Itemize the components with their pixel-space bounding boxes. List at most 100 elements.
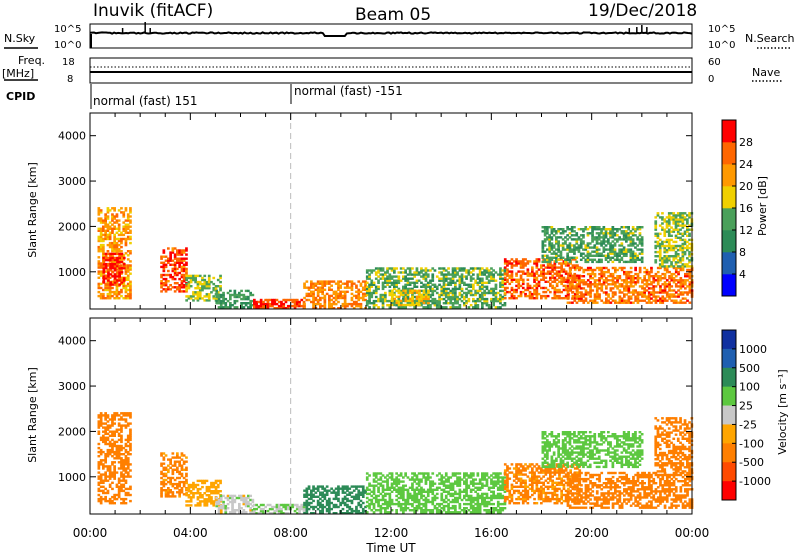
power-cell-11 (577, 295, 581, 298)
power-cell-12 (674, 250, 678, 254)
power-cell-3 (216, 278, 220, 282)
vel-cell-1 (162, 482, 166, 486)
power-cell-10 (607, 228, 610, 231)
vel-cell-4 (300, 503, 304, 507)
power-cell-9 (506, 264, 509, 267)
vel-cell-6 (372, 492, 376, 496)
power-cell-9 (546, 264, 550, 267)
power-cell-6 (339, 286, 342, 289)
power-cell-11 (641, 293, 644, 296)
power-cell-7 (499, 293, 502, 297)
power-cell-7 (397, 287, 401, 291)
power-cell-11 (641, 295, 644, 298)
power-cell-0 (111, 290, 114, 294)
power-cell-11 (605, 279, 608, 282)
power-cell-11 (611, 279, 615, 282)
power-cell-7 (447, 291, 450, 295)
power-cell-2 (176, 286, 179, 289)
power-cell-9 (508, 290, 512, 294)
power-cell-0 (124, 286, 128, 290)
power-cell-0 (113, 297, 116, 300)
vel-cell-0 (120, 489, 123, 493)
power-cell-6 (346, 284, 349, 287)
power-cell-0 (102, 221, 105, 224)
power-cell-4 (226, 299, 230, 303)
power-cell-7 (474, 281, 477, 284)
power-cell-9 (512, 264, 516, 267)
vel-cell-6 (395, 488, 398, 491)
power-cell-10 (573, 248, 576, 251)
power-cell-2 (185, 261, 188, 264)
vel-cell-6 (404, 502, 407, 506)
power-cell-11 (652, 287, 656, 290)
vel-cell-3 (242, 494, 246, 498)
power-cell-7 (431, 291, 435, 295)
vel-cell-0 (129, 485, 132, 488)
power-cell-6 (328, 302, 331, 306)
power-cell-6 (359, 307, 363, 310)
power-cell-8 (411, 291, 414, 294)
power-cell-11 (629, 297, 633, 300)
power-cell-7 (435, 302, 439, 305)
power-cell-3 (203, 274, 207, 278)
vel-cell-1 (171, 464, 175, 467)
power-cell-7 (467, 297, 471, 301)
power-cell-3 (196, 297, 200, 300)
power-cell-3 (214, 297, 218, 300)
power-cell-7 (438, 295, 441, 299)
power-cell-10 (629, 248, 633, 251)
power-cell-6 (357, 296, 361, 300)
power-cell-7 (467, 273, 471, 276)
vel-cell-0 (99, 499, 103, 503)
power-cell-3 (198, 287, 202, 290)
power-cell-10 (604, 234, 608, 237)
power-cell-10 (591, 238, 594, 241)
power-cell-9 (567, 294, 570, 298)
power-cell-7 (458, 287, 462, 291)
power-cell-4 (242, 306, 246, 309)
power-cell-11 (672, 295, 676, 298)
power-cell-7 (501, 297, 505, 301)
power-cell-7 (458, 279, 462, 282)
power-cell-11 (659, 297, 662, 300)
power-cell-10 (622, 248, 626, 251)
vel-cell-4 (266, 503, 270, 507)
vel-cell-3 (219, 494, 223, 498)
power-cell-7 (404, 287, 407, 291)
power-cell-7 (393, 283, 396, 286)
vel-cell-0 (115, 483, 119, 486)
power-cell-7 (499, 281, 502, 284)
power-cell-11 (656, 291, 660, 294)
power-cell-9 (560, 290, 563, 294)
power-cell-6 (330, 307, 333, 310)
power-cell-9 (560, 258, 563, 261)
nave-tick-bottom: 0 (708, 74, 714, 85)
power-cell-11 (645, 301, 649, 304)
power-cell-6 (316, 290, 320, 293)
power-cell-3 (198, 282, 202, 286)
power-cell-6 (352, 294, 356, 298)
power-cell-4 (249, 293, 252, 297)
power-cell-3 (201, 289, 204, 292)
power-cell-5 (298, 302, 301, 306)
power-cell-10 (636, 238, 639, 241)
power-cell-11 (688, 289, 692, 292)
power-cell-4 (215, 291, 219, 295)
vel-cell-3 (231, 507, 234, 510)
power-cell-11 (679, 291, 683, 294)
vel-cell-6 (365, 476, 369, 479)
power-cell-1 (118, 260, 121, 264)
vel-cell-5 (346, 493, 349, 496)
power-cell-0 (115, 237, 119, 241)
vel-cell-4 (271, 507, 274, 511)
vel-cell-0 (99, 485, 103, 488)
power-cell-7 (393, 267, 396, 270)
vel-cell-5 (305, 499, 309, 503)
power-cell-12 (667, 230, 671, 233)
vel-cell-2 (205, 485, 209, 489)
power-cell-7 (483, 289, 486, 293)
power-cell-12 (674, 234, 678, 237)
vel-cell-0 (97, 475, 101, 478)
power-cell-10 (640, 252, 644, 255)
vel-cell-5 (348, 507, 352, 511)
